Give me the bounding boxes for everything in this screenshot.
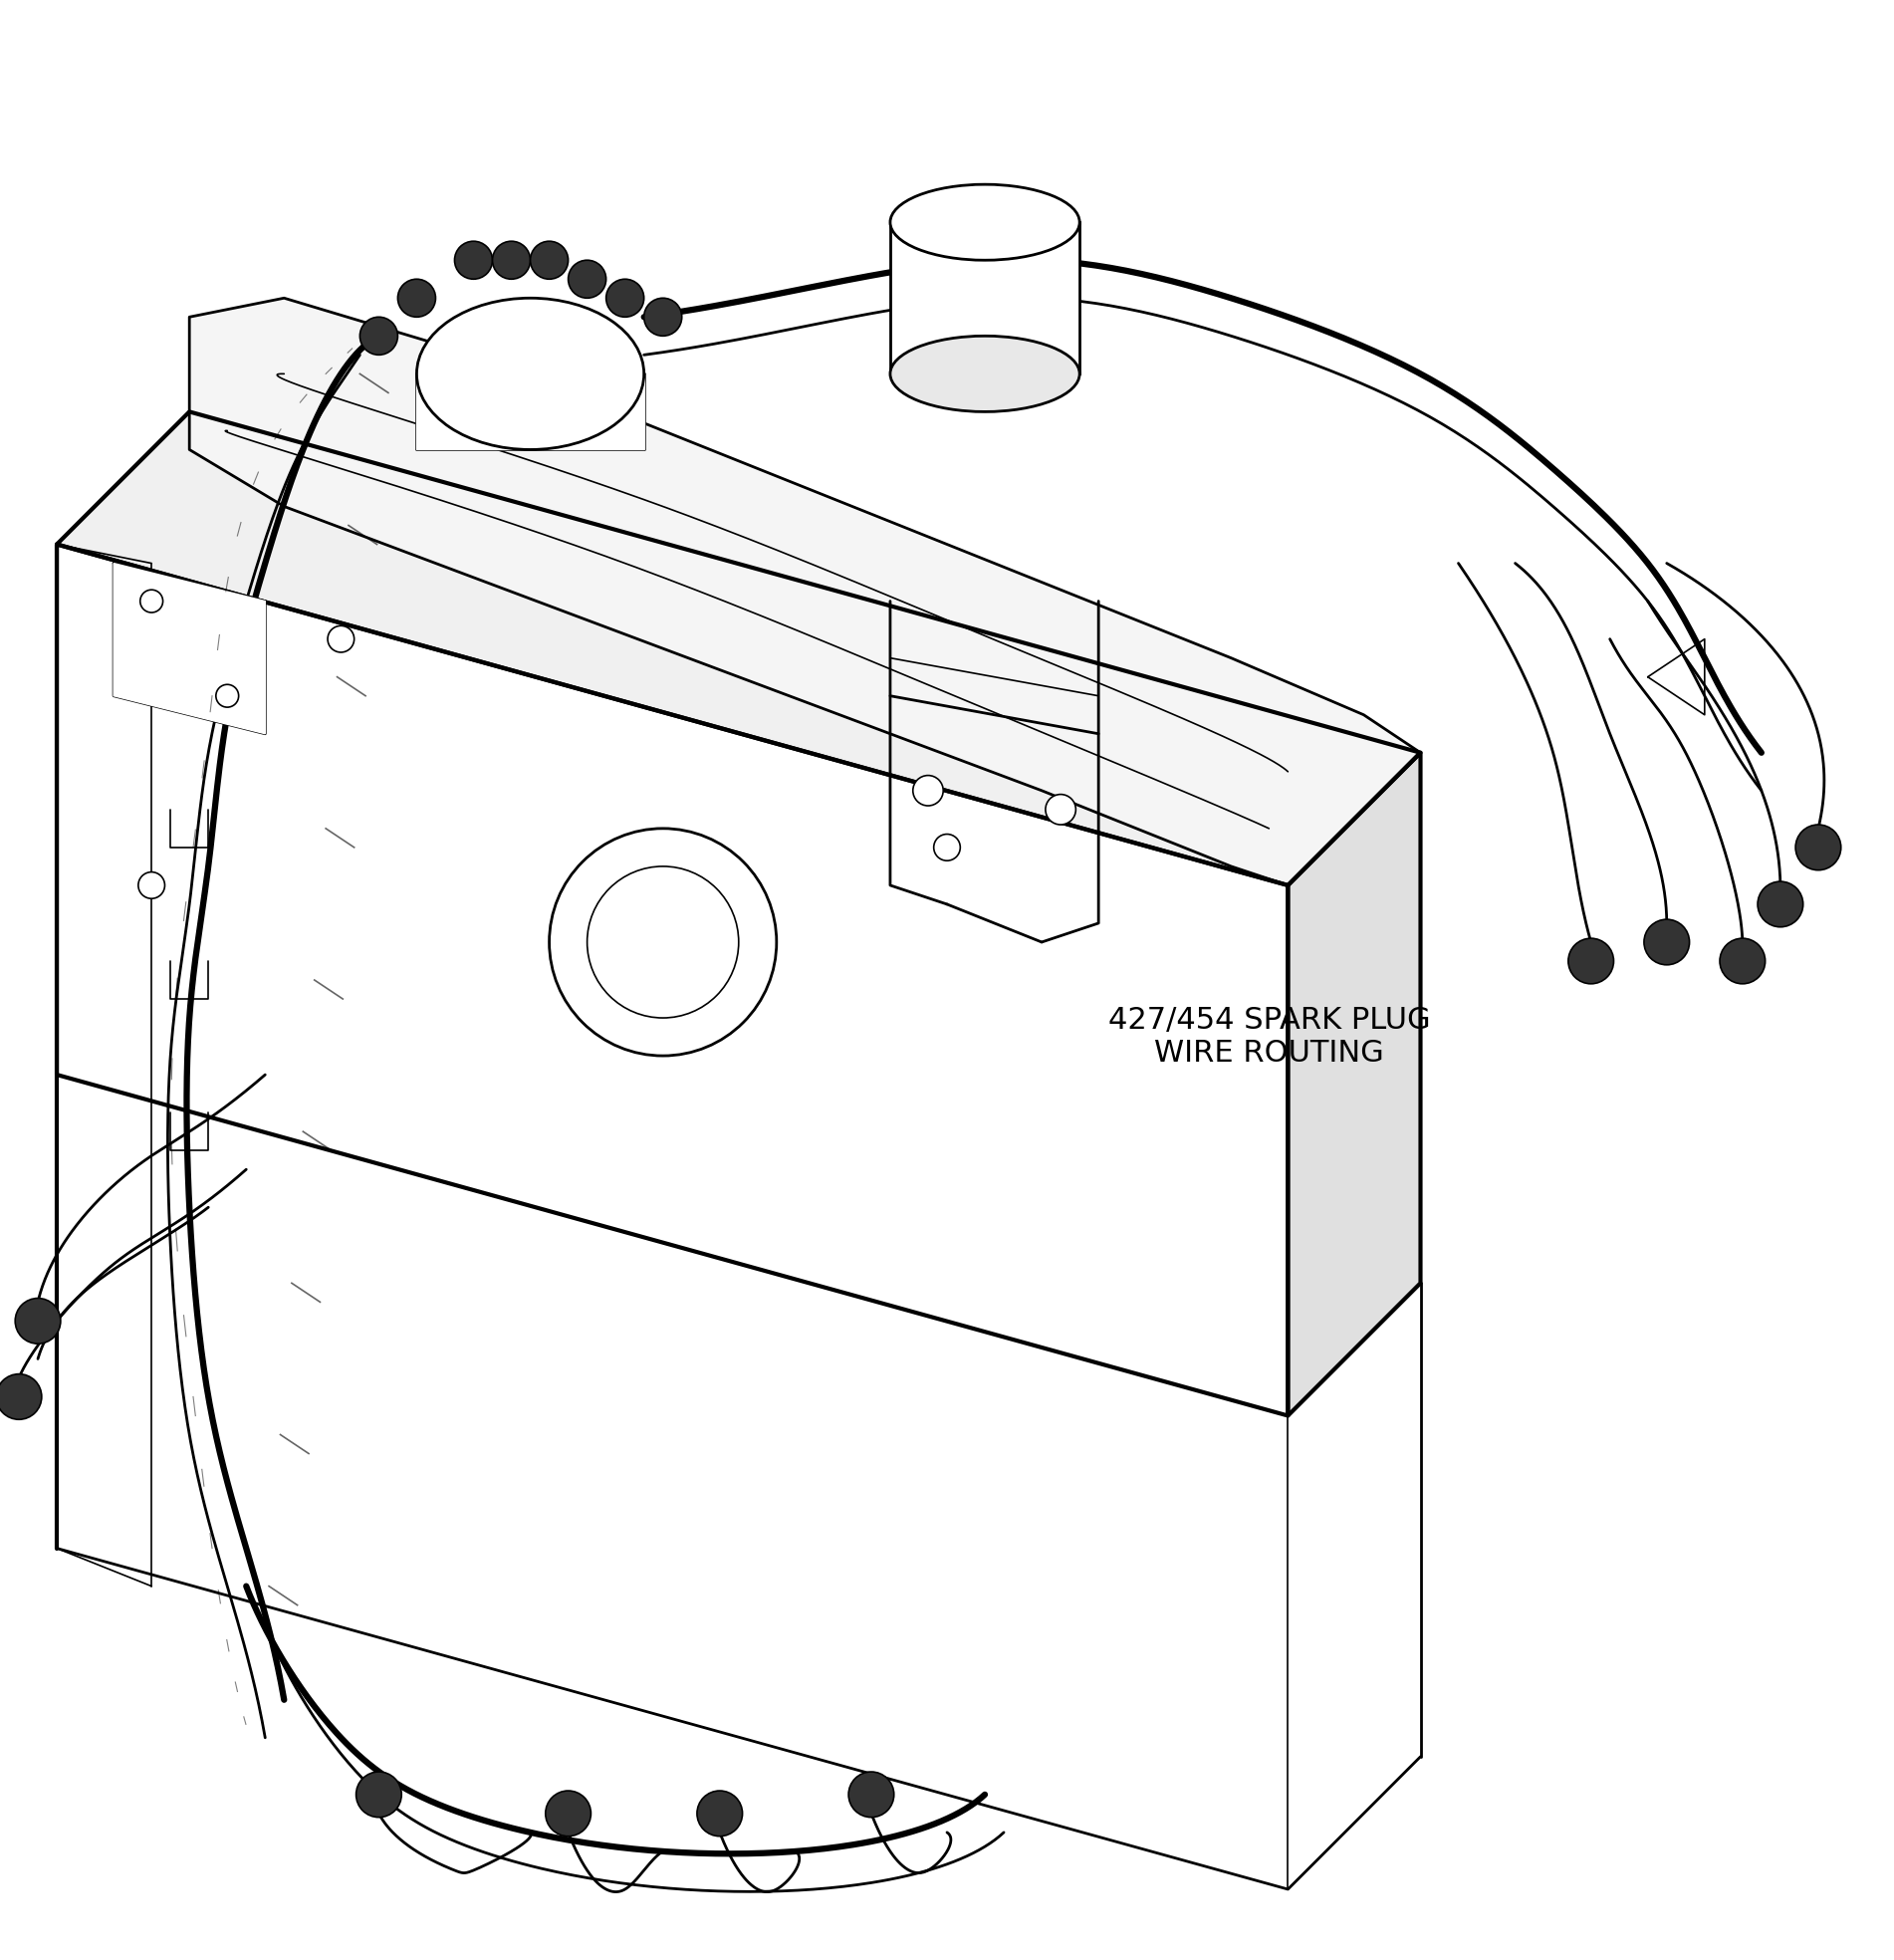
Circle shape [455,241,492,278]
Bar [890,221,1080,374]
Circle shape [328,625,354,653]
Circle shape [849,1772,894,1817]
Polygon shape [57,545,1288,1415]
Polygon shape [417,374,644,449]
Circle shape [140,590,163,613]
Circle shape [530,241,568,278]
Polygon shape [189,298,1420,886]
Polygon shape [114,563,265,733]
Circle shape [1758,882,1803,927]
Ellipse shape [890,184,1080,261]
Circle shape [360,318,398,355]
Circle shape [568,261,606,298]
Circle shape [398,278,436,318]
Circle shape [1045,794,1076,825]
Circle shape [492,241,530,278]
Circle shape [913,776,943,806]
Circle shape [15,1298,61,1345]
Circle shape [606,278,644,318]
Circle shape [549,829,777,1056]
Circle shape [1644,919,1689,964]
Circle shape [934,835,960,860]
Circle shape [1568,939,1614,984]
Circle shape [545,1791,591,1837]
Text: 427/454 SPARK PLUG
WIRE ROUTING: 427/454 SPARK PLUG WIRE ROUTING [1108,1005,1430,1068]
Circle shape [1796,825,1841,870]
Polygon shape [57,412,1420,886]
Circle shape [644,298,682,335]
Polygon shape [1288,753,1420,1415]
Circle shape [697,1791,742,1837]
Ellipse shape [417,298,644,449]
Circle shape [1720,939,1765,984]
Circle shape [356,1772,402,1817]
Circle shape [216,684,239,708]
Circle shape [0,1374,42,1419]
Ellipse shape [890,335,1080,412]
Circle shape [138,872,165,898]
